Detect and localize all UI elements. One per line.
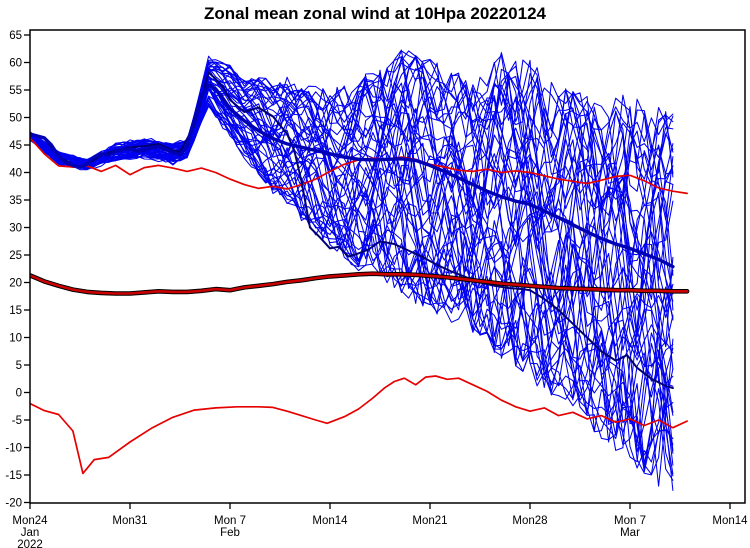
x-tick-label: Mon24	[12, 515, 48, 527]
ensemble-member-line	[30, 66, 674, 222]
plot-area	[30, 49, 690, 491]
y-tick-label: 0	[16, 388, 22, 400]
x-tick-label: Mon31	[112, 515, 147, 527]
ensemble-member-line	[30, 96, 674, 477]
y-tick-label: 50	[9, 113, 22, 125]
x-tick-sublabel: Mar	[620, 527, 640, 539]
y-tick-label: 15	[9, 305, 22, 317]
y-tick-label: 60	[9, 58, 22, 70]
ensemble-member-line	[30, 50, 674, 216]
x-tick-sublabel: Feb	[220, 527, 240, 539]
x-tick-sublabel: Jan	[21, 527, 40, 539]
y-tick-label: -15	[5, 470, 22, 482]
y-tick-label: -5	[12, 415, 22, 427]
y-tick-label: 10	[9, 333, 22, 345]
x-tick-label: Mon14	[712, 515, 748, 527]
y-tick-label: 55	[9, 85, 22, 97]
x-tick-sublabel: 2022	[17, 539, 43, 548]
x-tick-label: Mon 7	[614, 515, 646, 527]
ensemble-member-line	[30, 95, 674, 476]
x-tick-label: Mon14	[312, 515, 348, 527]
y-tick-label: 25	[9, 250, 22, 262]
ensemble-member-line	[30, 105, 674, 469]
climatology_lower-line	[30, 375, 688, 475]
x-tick-label: Mon21	[412, 515, 447, 527]
chart-title: Zonal mean zonal wind at 10Hpa 20220124	[203, 4, 547, 23]
y-tick-label: 40	[9, 168, 22, 180]
control_forecast-line	[30, 71, 674, 390]
x-tick-label: Mon 7	[214, 515, 246, 527]
ensemble_mean-line	[30, 83, 675, 269]
y-tick-label: 35	[9, 195, 22, 207]
y-tick-label: 65	[9, 30, 22, 42]
ensemble-member-line	[30, 56, 674, 216]
x-tick-label: Mon28	[512, 515, 547, 527]
ensemble-member-line	[30, 67, 674, 368]
y-tick-label: 5	[16, 360, 22, 372]
ensemble-member-line	[30, 87, 674, 436]
ensemble-member-line	[30, 59, 674, 300]
y-tick-label: -20	[5, 498, 22, 510]
plot-border	[29, 29, 746, 504]
ensemble-member-line	[30, 72, 674, 321]
y-tick-label: 30	[9, 223, 22, 235]
ensemble-member-line	[30, 56, 674, 207]
y-tick-label: 20	[9, 278, 22, 290]
y-tick-label: -10	[5, 443, 22, 455]
y-tick-label: 45	[9, 140, 22, 152]
climatology_mean-line	[30, 272, 689, 295]
